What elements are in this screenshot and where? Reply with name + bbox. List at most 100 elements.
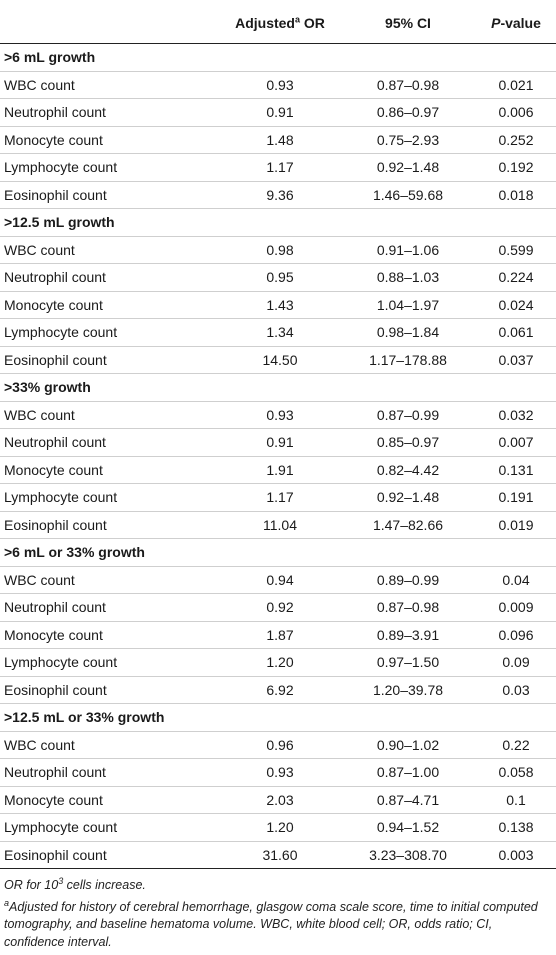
footnote-or-post: cells increase. [63, 878, 146, 892]
row-label: Monocyte count [4, 791, 103, 808]
section-header-row: >33% growth [0, 373, 556, 401]
row-p-value: 0.007 [498, 434, 534, 450]
row-p-value: 0.1 [506, 791, 526, 808]
row-label: Eosinophil count [4, 351, 107, 368]
row-label: Lymphocyte count [4, 324, 118, 340]
table-row: Monocyte count 1.87 0.89–3.91 0.096 [0, 620, 556, 649]
row-or: 31.60 [262, 846, 298, 863]
section-title: >12.5 mL growth [4, 214, 115, 230]
row-or: 11.04 [263, 516, 297, 533]
table-row: Lymphocyte count 1.17 0.92–1.48 0.191 [0, 483, 556, 511]
row-or: 1.20 [266, 819, 294, 835]
table-header: Adjusteda OR 95% CI P-value [0, 0, 556, 44]
row-label: Neutrophil count [4, 434, 106, 450]
table-footnotes: OR for 103 cells increase. aAdjusted for… [0, 869, 556, 951]
row-label: WBC count [4, 241, 75, 258]
row-or: 1.34 [266, 324, 294, 340]
row-p-value: 0.058 [498, 764, 534, 780]
row-p-value: 0.032 [498, 406, 534, 423]
row-ci: 0.90–1.02 [376, 736, 440, 753]
row-p-value: 0.037 [498, 351, 534, 368]
row-ci: 3.23–308.70 [369, 846, 447, 863]
table-row: Monocyte count 2.03 0.87–4.71 0.1 [0, 785, 556, 814]
row-p-value: 0.024 [498, 296, 534, 313]
row-p-value: 0.03 [502, 681, 530, 698]
row-ci: 0.94–1.52 [376, 819, 440, 835]
row-or: 6.92 [266, 681, 294, 698]
row-label: Neutrophil count [4, 269, 106, 285]
row-p-value: 0.096 [498, 626, 534, 643]
header-p-italic: P [491, 15, 501, 31]
row-label: Eosinophil count [4, 846, 107, 863]
row-ci: 0.88–1.03 [376, 269, 440, 285]
table-row: Monocyte count 1.48 0.75–2.93 0.252 [0, 125, 556, 154]
row-p-value: 0.019 [498, 516, 534, 533]
table-row: WBC count 0.96 0.90–1.02 0.22 [0, 730, 556, 759]
header-or-sup: a [294, 14, 300, 25]
table-row: WBC count 0.98 0.91–1.06 0.599 [0, 235, 556, 264]
row-label: Neutrophil count [4, 764, 106, 780]
row-or: 1.48 [266, 131, 294, 148]
row-p-value: 0.006 [498, 104, 534, 120]
table-row: Neutrophil count 0.91 0.85–0.97 0.007 [0, 428, 556, 456]
table-row: Lymphocyte count 1.34 0.98–1.84 0.061 [0, 318, 556, 346]
footnote-or-sup: 3 [58, 875, 64, 886]
row-label: Eosinophil count [4, 516, 107, 533]
row-ci: 0.97–1.50 [376, 654, 440, 670]
table-row: Eosinophil count 31.60 3.23–308.70 0.003 [0, 840, 556, 869]
section-title: >12.5 mL or 33% growth [4, 709, 165, 725]
row-p-value: 0.009 [498, 599, 534, 615]
table-bottom-rule [0, 868, 556, 869]
table-row: Lymphocyte count 1.17 0.92–1.48 0.192 [0, 153, 556, 181]
row-or: 0.98 [266, 241, 294, 258]
row-ci: 0.92–1.48 [376, 489, 440, 505]
row-p-value: 0.09 [502, 654, 530, 670]
row-or: 1.43 [266, 296, 294, 313]
row-ci: 0.89–3.91 [376, 626, 440, 643]
table-row: Neutrophil count 0.92 0.87–0.98 0.009 [0, 593, 556, 621]
row-ci: 1.47–82.66 [372, 516, 444, 533]
header-or-tail: OR [300, 15, 325, 31]
row-ci: 0.87–0.98 [376, 76, 440, 93]
section-header-row: >12.5 mL or 33% growth [0, 703, 556, 731]
header-ci: 95% CI [385, 15, 431, 31]
row-p-value: 0.252 [498, 131, 534, 148]
row-label: Neutrophil count [4, 599, 106, 615]
row-or: 0.93 [266, 76, 294, 93]
table-row: Monocyte count 1.91 0.82–4.42 0.131 [0, 455, 556, 484]
row-or: 0.91 [266, 434, 294, 450]
row-label: Monocyte count [4, 131, 103, 148]
row-label: Lymphocyte count [4, 489, 118, 505]
row-label: WBC count [4, 571, 75, 588]
row-p-value: 0.138 [498, 819, 534, 835]
row-p-value: 0.061 [498, 324, 534, 340]
header-adjusted-or: Adjusteda OR [225, 15, 335, 31]
row-or: 1.91 [266, 461, 294, 478]
row-or: 0.96 [266, 736, 294, 753]
section-title: >6 mL or 33% growth [4, 544, 145, 560]
row-label: Lymphocyte count [4, 159, 118, 175]
row-label: Monocyte count [4, 626, 103, 643]
row-or: 0.93 [266, 764, 294, 780]
table-row: Eosinophil count 14.50 1.17–178.88 0.037 [0, 345, 556, 374]
row-p-value: 0.599 [498, 241, 534, 258]
footnote-adjusted-sup: a [4, 897, 10, 908]
row-p-value: 0.131 [498, 461, 534, 478]
row-or: 1.87 [266, 626, 294, 643]
row-label: WBC count [4, 76, 75, 93]
row-or: 0.95 [266, 269, 294, 285]
section-title: >33% growth [4, 379, 91, 395]
footnote-adjusted: aAdjusted for history of cerebral hemorr… [4, 897, 552, 952]
header-or-main: Adjusted [235, 15, 295, 31]
row-ci: 0.91–1.06 [376, 241, 440, 258]
row-ci: 0.87–1.00 [376, 764, 440, 780]
row-label: Lymphocyte count [4, 819, 118, 835]
row-or: 9.36 [266, 186, 294, 203]
row-p-value: 0.224 [498, 269, 534, 285]
section-header-row: >6 mL growth [0, 44, 556, 71]
row-p-value: 0.021 [498, 76, 534, 93]
row-label: WBC count [4, 406, 75, 423]
row-ci: 0.85–0.97 [376, 434, 440, 450]
row-label: WBC count [4, 736, 75, 753]
table-row: WBC count 0.93 0.87–0.98 0.021 [0, 70, 556, 99]
